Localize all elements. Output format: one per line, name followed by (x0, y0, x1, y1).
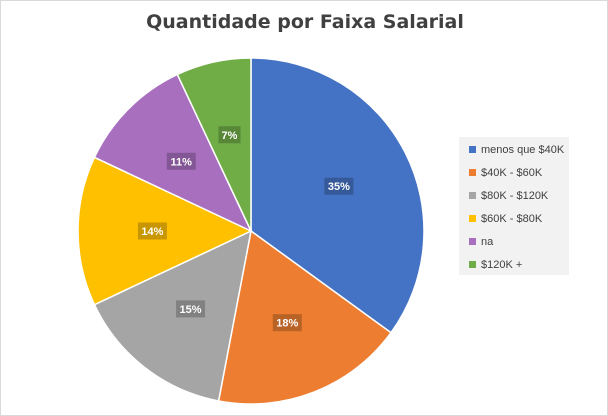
legend-swatch-menos-que-40k (469, 146, 476, 153)
data-label-120k: 7% (222, 130, 238, 142)
data-label-80k-120k: 15% (180, 304, 202, 316)
legend-label-120k: $120K + (481, 259, 522, 271)
data-label-box-40k-60k (272, 314, 302, 332)
data-label-box-60k-80k (137, 222, 167, 240)
legend-label-menos-que-40k: menos que $40K (481, 144, 565, 156)
pie-slice-menos-que-40k (250, 57, 425, 334)
legend-label-40k-60k: $40K - $60K (481, 167, 543, 179)
data-label-na: 11% (171, 156, 193, 168)
data-label-40k-60k: 18% (276, 318, 298, 330)
legend-swatch-na (469, 238, 476, 245)
data-label-60k-80k: 14% (141, 226, 163, 238)
pie-slice-120k (176, 57, 252, 232)
legend-label-na: na (481, 236, 494, 248)
data-label-box-menos-que-40k (324, 177, 354, 195)
legend-swatch-40k-60k (469, 169, 476, 176)
data-label-box-80k-120k (176, 300, 206, 318)
pie-slice-40k-60k (217, 229, 393, 405)
data-label-box-120k (218, 126, 241, 144)
legend: menos que $40K $40K - $60K $80K - $120K $60… (459, 137, 569, 275)
legend-swatch-60k-80k (469, 215, 476, 222)
data-label-box-na (166, 152, 196, 170)
legend-label-80k-120k: $80K - $120K (481, 190, 549, 202)
legend-swatch-120k (469, 261, 476, 268)
legend-background (459, 137, 569, 275)
chart-title: Quantidade por Faixa Salarial (146, 11, 464, 33)
pie-slice-na (93, 73, 253, 233)
legend-swatch-80k-120k (469, 192, 476, 199)
pie-slice-80k-120k (93, 229, 253, 402)
data-label-menos-que-40k: 35% (328, 181, 350, 193)
legend-label-60k-80k: $60K - $80K (481, 213, 543, 225)
